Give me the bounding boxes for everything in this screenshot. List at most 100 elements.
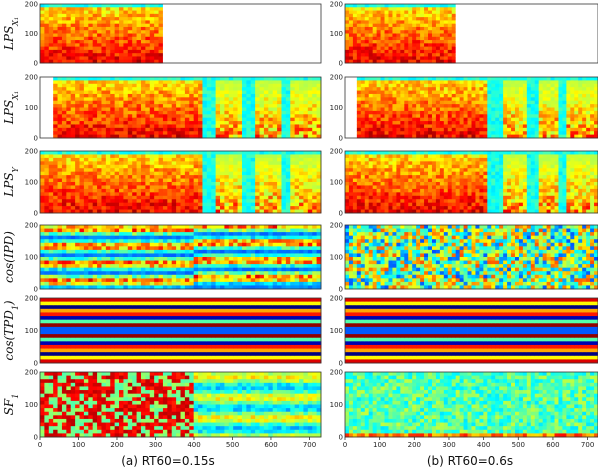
x-tick-label: 0 [38, 441, 42, 449]
y-tick-label: 100 [25, 401, 38, 409]
row-label-main: LPS [2, 26, 16, 51]
x-tick-label: 0 [343, 441, 347, 449]
y-tick-label: 200 [25, 74, 38, 82]
y-tick-label: 200 [330, 1, 343, 9]
panel-frame [344, 3, 598, 64]
y-tick-label: 0 [339, 434, 343, 442]
x-tick-label: 300 [442, 441, 455, 449]
x-tick-label: 200 [408, 441, 421, 449]
row-label-main: LPS [2, 173, 16, 198]
x-tick-label: 400 [187, 441, 200, 449]
x-tick-label: 100 [72, 441, 85, 449]
x-axes: 0 100 200 300 400 500 600 700 0 100 200 300 400 500 60… [38, 437, 594, 449]
y-tick-label: 200 [330, 74, 343, 82]
x-tick-label: 400 [477, 441, 490, 449]
y-tick-label: 100 [25, 104, 38, 112]
y-tick-label: 0 [339, 360, 343, 368]
panel-frame [39, 371, 322, 438]
y-tick-label: 0 [34, 360, 38, 368]
caption-a: (a) RT60=0.15s [121, 454, 215, 468]
row-label-lps-x1b: LPSX₁ [2, 91, 20, 125]
x-tick-label: 100 [373, 441, 386, 449]
y-tick-label: 200 [330, 369, 343, 377]
panel-lps-x1b-b: 0 100 200 [330, 74, 598, 143]
x-tick-label: 500 [226, 441, 239, 449]
x-tick-label: 200 [110, 441, 123, 449]
y-tick-label: 200 [25, 222, 38, 230]
panel-frame [39, 224, 322, 290]
panel-frame [344, 150, 598, 214]
row-label-main: LPS [2, 100, 16, 125]
row-label-sf1: SF1 [2, 394, 20, 416]
y-tick-label: 200 [25, 369, 38, 377]
panel-lps-y-a: 0 100 200 [25, 148, 322, 218]
y-tick-label: 100 [25, 327, 38, 335]
panel-cos-tpd-a: 0 100 200 [25, 295, 322, 368]
panel-cos-ipd-b: 0 100 200 [330, 222, 598, 294]
x-tick-label: 500 [512, 441, 525, 449]
y-tick-label: 100 [25, 254, 38, 262]
row-label-main: SF [2, 398, 16, 415]
panel-sf1-b: 0 100 200 [330, 369, 598, 442]
panel-lps-x1b-a: 0 100 200 [25, 74, 322, 143]
y-tick-label: 100 [330, 327, 343, 335]
row-label-sub: X₁ [11, 91, 20, 101]
y-tick-label: 0 [339, 286, 343, 294]
x-tick-label: 600 [546, 441, 559, 449]
y-tick-label: 200 [330, 222, 343, 230]
x-tick-label: 700 [303, 441, 316, 449]
panel-sf1-a: 0 100 200 [25, 369, 322, 442]
panel-frame [344, 371, 598, 438]
panel-lps-x1-a: 0 100 200 [25, 1, 322, 68]
x-tick-label: 300 [149, 441, 162, 449]
y-tick-label: 100 [330, 401, 343, 409]
x-tick-label: 700 [581, 441, 594, 449]
row-label-lps-x1: LPSX₁ [2, 17, 20, 51]
y-tick-label: 0 [34, 210, 38, 218]
row-label-main: cos(TPD [2, 310, 16, 361]
y-tick-label: 200 [330, 148, 343, 156]
y-tick-label: 100 [330, 254, 343, 262]
row-label-lps-y: LPSY [2, 167, 20, 198]
y-tick-label: 0 [339, 135, 343, 143]
panels: 0100200010020001002000100200010020001002… [25, 1, 598, 442]
row-label-cos-ipd: cos(IPD) [2, 231, 16, 283]
y-tick-label: 0 [34, 286, 38, 294]
y-tick-label: 0 [34, 60, 38, 68]
y-tick-label: 0 [34, 434, 38, 442]
panel-cos-tpd-b: 0 100 200 [330, 295, 598, 368]
panel-cos-ipd-a: 0 100 200 [25, 222, 322, 294]
y-tick-label: 200 [25, 148, 38, 156]
row-label-main: cos(IPD) [2, 231, 16, 283]
panel-frame [344, 76, 598, 139]
row-label-sub: 1 [11, 394, 20, 399]
y-tick-label: 200 [25, 1, 38, 9]
row-label-cos-tpd: cos(TPD1) [2, 300, 20, 361]
y-tick-label: 100 [25, 30, 38, 38]
row-label-sub: X₁ [11, 17, 20, 27]
y-tick-label: 100 [330, 179, 343, 187]
y-tick-label: 100 [330, 30, 343, 38]
panel-lps-x1-b: 0 100 200 [330, 1, 598, 68]
panel-frame [39, 297, 322, 364]
y-tick-label: 0 [339, 60, 343, 68]
y-tick-label: 200 [25, 295, 38, 303]
x-tick-label: 600 [264, 441, 277, 449]
panel-frame [39, 150, 322, 214]
y-tick-label: 200 [330, 295, 343, 303]
panel-lps-y-b: 0 100 200 [330, 148, 598, 218]
row-label-sub: 1 [11, 305, 20, 310]
y-tick-label: 0 [339, 210, 343, 218]
panel-frame [344, 297, 598, 364]
panel-frame [39, 76, 322, 139]
y-tick-label: 0 [34, 135, 38, 143]
y-tick-label: 100 [25, 179, 38, 187]
panel-frame [344, 224, 598, 290]
row-label-sub: Y [11, 167, 20, 173]
panel-frame [39, 3, 322, 64]
caption-b: (b) RT60=0.6s [427, 454, 513, 468]
y-tick-label: 100 [330, 104, 343, 112]
row-label-tail: ) [2, 300, 16, 306]
